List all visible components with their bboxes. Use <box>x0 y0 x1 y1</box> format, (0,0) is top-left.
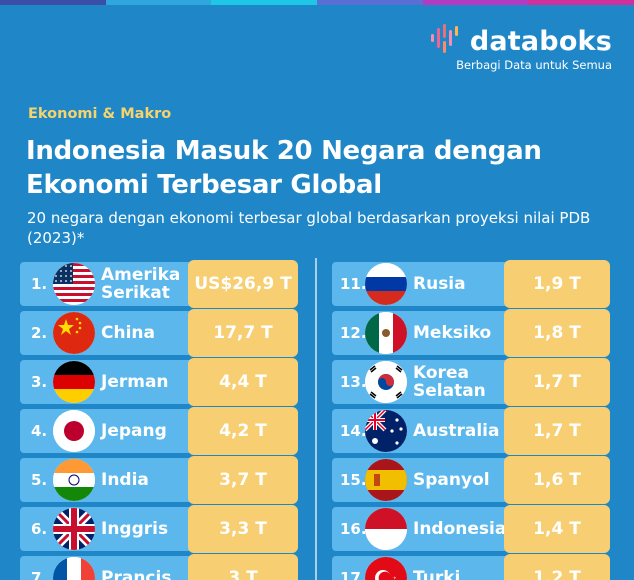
page-title: Indonesia Masuk 20 Negara dengan Ekonomi… <box>26 134 542 202</box>
mexico-flag-icon <box>365 312 407 354</box>
country-name: Jerman <box>101 372 169 392</box>
ranking-row: 2. China 17,7 T <box>20 309 300 357</box>
rank-number: 12. <box>340 324 367 342</box>
rank-number: 6. <box>31 520 48 538</box>
india-flag-icon <box>53 459 95 501</box>
column-divider <box>315 258 317 580</box>
gdp-value: 1,7 T <box>504 407 610 455</box>
rank-number: 16. <box>340 520 367 538</box>
rank-number: 2. <box>31 324 48 342</box>
country-name: Meksiko <box>413 323 492 343</box>
top-bar-segment <box>317 0 423 5</box>
ranking-row: 16. Indonesia 1,4 T <box>332 505 612 553</box>
rank-number: 5. <box>31 471 48 489</box>
category-label: Ekonomi & Makro <box>28 106 172 122</box>
country-name: Amerika Serikat <box>101 265 181 303</box>
ranking-row: 15. Spanyol 1,6 T <box>332 456 612 504</box>
gdp-value: 1,7 T <box>504 358 610 406</box>
gdp-value: 3,7 T <box>188 456 298 504</box>
ranking-row: 6. Inggris 3,3 T <box>20 505 300 553</box>
country-name: Turki <box>413 568 461 580</box>
top-bar-segment <box>105 0 212 5</box>
top-bar-segment <box>422 0 529 5</box>
turkey-flag-icon <box>365 557 407 580</box>
gdp-value: 3 T <box>188 554 298 580</box>
top-bar-segment <box>211 0 318 5</box>
ranking-row: 12. Meksiko 1,8 T <box>332 309 612 357</box>
databoks-logo-icon <box>430 24 464 58</box>
ranking-column-right: 11. Rusia 1,9 T 12. Meksiko 1,8 T 13. Korea Sel… <box>332 260 612 580</box>
ranking-row: 11. Rusia 1,9 T <box>332 260 612 308</box>
france-flag-icon <box>53 557 95 580</box>
country-name: Australia <box>413 421 500 441</box>
germany-flag-icon <box>53 361 95 403</box>
indonesia-flag-icon <box>365 508 407 550</box>
country-name: Prancis <box>101 568 172 580</box>
gdp-value: 1,8 T <box>504 309 610 357</box>
rank-number: 1. <box>31 275 48 293</box>
gdp-value: 1,9 T <box>504 260 610 308</box>
japan-flag-icon <box>53 410 95 452</box>
country-name: India <box>101 470 149 490</box>
ranking-row: 4. Jepang 4,2 T <box>20 407 300 455</box>
rank-number: 15. <box>340 471 367 489</box>
gdp-value: 1,2 T <box>504 554 610 580</box>
spain-flag-icon <box>365 459 407 501</box>
top-color-bar <box>0 0 634 5</box>
country-name: Jepang <box>101 421 167 441</box>
usa-flag-icon <box>53 263 95 305</box>
ranking-row: 14. Australia 1,7 T <box>332 407 612 455</box>
china-flag-icon <box>53 312 95 354</box>
russia-flag-icon <box>365 263 407 305</box>
gdp-value: 4,4 T <box>188 358 298 406</box>
subtitle: 20 negara dengan ekonomi terbesar global… <box>27 209 591 247</box>
rank-number: 4. <box>31 422 48 440</box>
ranking-row: 17. Turki 1,2 T <box>332 554 612 580</box>
rank-number: 17. <box>340 569 367 580</box>
country-name: Spanyol <box>413 470 490 490</box>
gdp-value: 1,4 T <box>504 505 610 553</box>
country-name: Rusia <box>413 274 466 294</box>
brand-tagline: Berbagi Data untuk Semua <box>456 58 612 72</box>
rank-number: 13. <box>340 373 367 391</box>
country-name: Korea Selatan <box>413 363 486 401</box>
gdp-value: US$26,9 T <box>188 260 298 308</box>
top-bar-segment <box>0 0 106 5</box>
top-bar-segment <box>528 0 634 5</box>
rank-number: 7. <box>31 569 48 580</box>
gdp-value: 1,6 T <box>504 456 610 504</box>
australia-flag-icon <box>365 410 407 452</box>
rank-number: 3. <box>31 373 48 391</box>
title-line-2: Ekonomi Terbesar Global <box>26 170 382 200</box>
title-line-1: Indonesia Masuk 20 Negara dengan <box>26 136 542 166</box>
country-name: China <box>101 323 155 343</box>
ranking-row: 13. Korea Selatan 1,7 T <box>332 358 612 406</box>
gdp-value: 17,7 T <box>188 309 298 357</box>
ranking-row: 3. Jerman 4,4 T <box>20 358 300 406</box>
brand-name: databoks <box>469 25 612 57</box>
country-name: Inggris <box>101 519 169 539</box>
rank-number: 14. <box>340 422 367 440</box>
rank-number: 11. <box>340 275 367 293</box>
gdp-value: 3,3 T <box>188 505 298 553</box>
uk-flag-icon <box>53 508 95 550</box>
brand: databoks Berbagi Data untuk Semua <box>430 24 612 72</box>
ranking-row: 1. Amerika Serikat US$26,9 T <box>20 260 300 308</box>
country-name: Indonesia <box>413 519 507 539</box>
ranking-row: 7. Prancis 3 T <box>20 554 300 580</box>
gdp-value: 4,2 T <box>188 407 298 455</box>
south-korea-flag-icon <box>365 361 407 403</box>
ranking-row: 5. India 3,7 T <box>20 456 300 504</box>
